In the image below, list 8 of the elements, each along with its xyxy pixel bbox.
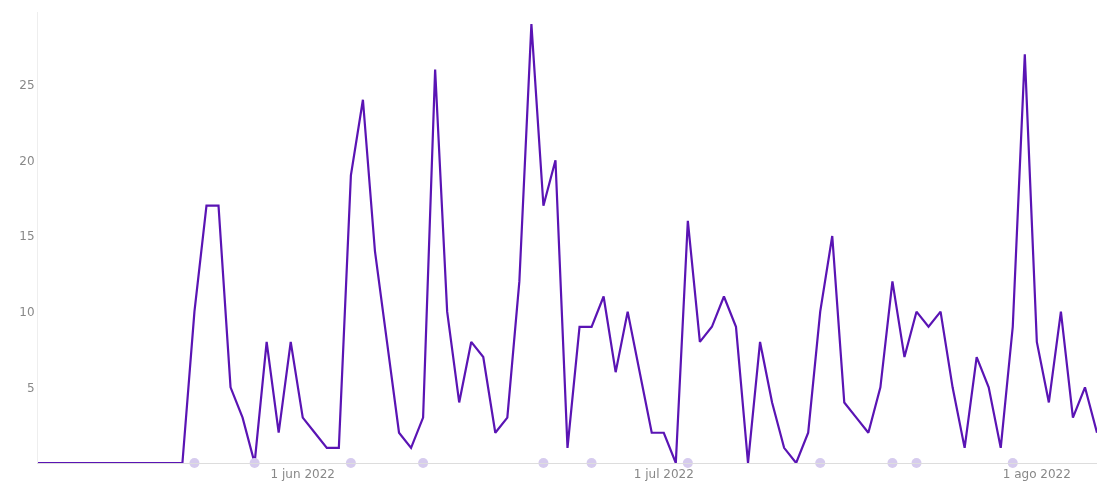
y-tick-label: 15 <box>19 229 35 244</box>
y-tick-label: 5 <box>26 380 35 395</box>
x-tick-label: 1 jul 2022 <box>633 467 694 482</box>
y-tick-label: 20 <box>19 153 35 168</box>
x-tick-label: 1 ago 2022 <box>1002 467 1071 482</box>
y-tick-label: 25 <box>19 77 35 92</box>
x-tick-label: 1 jun 2022 <box>270 467 335 482</box>
y-tick-label: 10 <box>19 304 35 319</box>
